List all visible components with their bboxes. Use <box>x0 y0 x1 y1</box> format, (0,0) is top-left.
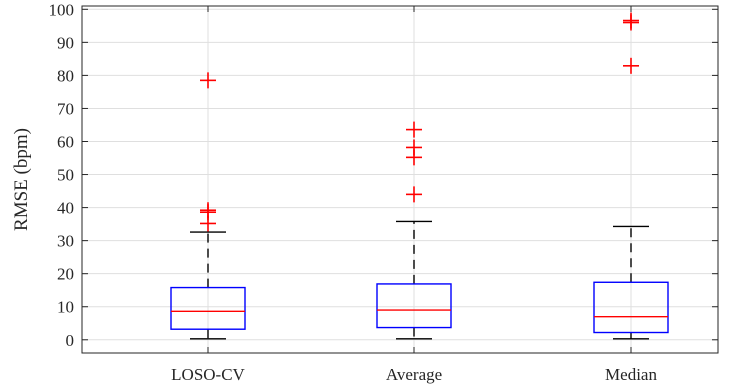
box-group <box>593 12 669 340</box>
outlier-marker <box>623 57 639 74</box>
y-tick-label: 30 <box>57 232 74 251</box>
grid-lines <box>82 6 718 353</box>
box-iqr <box>593 281 669 334</box>
outlier-marker <box>406 139 422 156</box>
y-tick-label: 90 <box>57 33 74 52</box>
box-iqr <box>376 283 452 329</box>
box-iqr <box>170 286 246 330</box>
y-tick-label: 70 <box>57 99 74 118</box>
y-tick-label: 60 <box>57 132 74 151</box>
outlier-marker <box>406 186 422 203</box>
x-tick-label: Average <box>386 365 442 384</box>
box-group <box>376 121 452 340</box>
y-tick-label: 80 <box>57 66 74 85</box>
y-tick-label: 0 <box>66 331 75 350</box>
box-group <box>170 72 246 340</box>
y-tick-label: 20 <box>57 265 74 284</box>
outlier-marker <box>200 202 216 219</box>
y-tick-label: 100 <box>49 0 75 19</box>
y-tick-label: 10 <box>57 298 74 317</box>
plot-area <box>170 12 669 340</box>
y-tick-label: 50 <box>57 166 74 185</box>
y-tick-label: 40 <box>57 199 74 218</box>
outlier-marker <box>623 12 639 29</box>
axis-ticks: 0 10 20 30 40 50 60 70 80 90 100 LOSO-CV Average Medi… <box>49 0 718 384</box>
y-axis-label: RMSE (bpm) <box>11 128 32 231</box>
outlier-marker <box>200 72 216 89</box>
x-tick-label: LOSO-CV <box>171 365 245 384</box>
x-tick-label: Median <box>605 365 657 384</box>
axes-frame <box>81 5 719 354</box>
outlier-marker <box>406 121 422 138</box>
